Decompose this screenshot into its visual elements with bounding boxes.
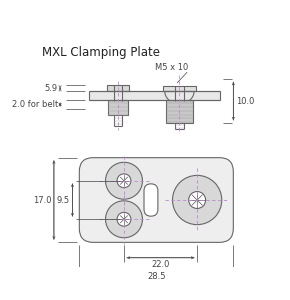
Text: 28.5: 28.5 <box>147 272 166 280</box>
Text: 2.0 for belt: 2.0 for belt <box>12 100 58 109</box>
Bar <box>107 85 128 92</box>
Text: 5.9: 5.9 <box>45 84 58 93</box>
Text: 22.0: 22.0 <box>151 260 170 269</box>
FancyBboxPatch shape <box>79 158 233 242</box>
Circle shape <box>106 162 142 199</box>
Text: 17.0: 17.0 <box>33 196 52 205</box>
Bar <box>163 86 195 92</box>
Text: M5 x 10: M5 x 10 <box>155 63 188 72</box>
Bar <box>108 100 128 115</box>
Circle shape <box>117 174 131 188</box>
Text: MXL Clamping Plate: MXL Clamping Plate <box>42 46 160 59</box>
Circle shape <box>173 176 222 225</box>
FancyBboxPatch shape <box>144 184 158 216</box>
Text: 10.0: 10.0 <box>236 97 254 106</box>
Bar <box>166 100 193 123</box>
Circle shape <box>106 201 142 238</box>
Circle shape <box>189 191 206 208</box>
Bar <box>89 92 220 100</box>
Text: 9.5: 9.5 <box>57 196 70 205</box>
Circle shape <box>117 212 131 226</box>
